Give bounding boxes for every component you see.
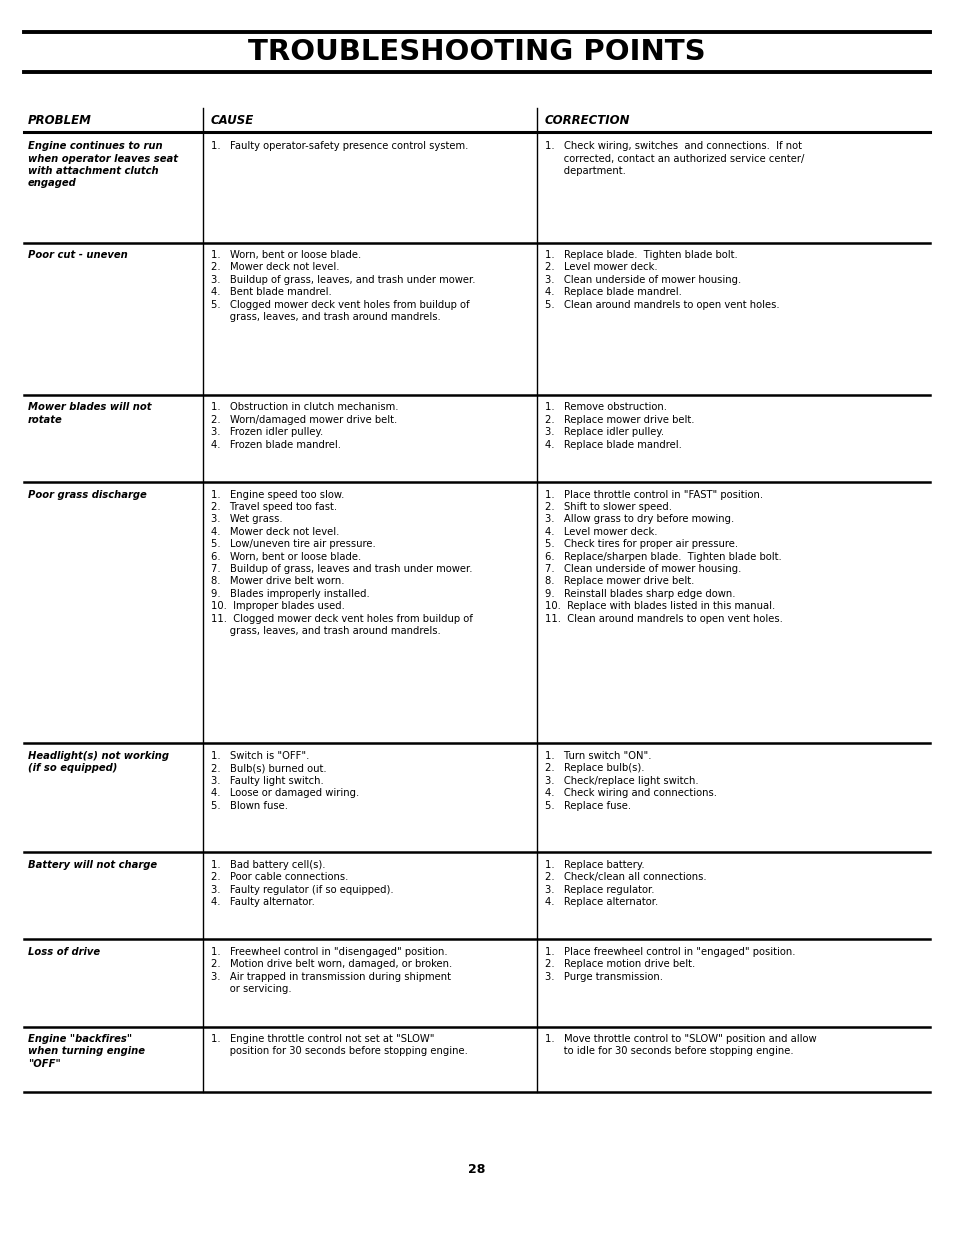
Text: Poor cut - uneven: Poor cut - uneven xyxy=(28,250,128,260)
Text: 1.   Worn, bent or loose blade.
2.   Mower deck not level.
3.   Buildup of grass: 1. Worn, bent or loose blade. 2. Mower d… xyxy=(211,250,475,322)
Text: Battery will not charge: Battery will not charge xyxy=(28,859,156,870)
Text: 1.   Move throttle control to "SLOW" position and allow
      to idle for 30 sec: 1. Move throttle control to "SLOW" posit… xyxy=(544,1034,816,1056)
Text: Loss of drive: Loss of drive xyxy=(28,947,100,957)
Text: CORRECTION: CORRECTION xyxy=(544,114,630,128)
Text: 1.   Bad battery cell(s).
2.   Poor cable connections.
3.   Faulty regulator (if: 1. Bad battery cell(s). 2. Poor cable co… xyxy=(211,859,393,907)
Text: Headlight(s) not working
(if so equipped): Headlight(s) not working (if so equipped… xyxy=(28,751,169,774)
Text: 1.   Check wiring, switches  and connections.  If not
      corrected, contact a: 1. Check wiring, switches and connection… xyxy=(544,141,803,176)
Text: Poor grass discharge: Poor grass discharge xyxy=(28,489,146,500)
Text: Engine "backfires"
when turning engine
"OFF": Engine "backfires" when turning engine "… xyxy=(28,1034,145,1068)
Text: 1.   Switch is "OFF".
2.   Bulb(s) burned out.
3.   Faulty light switch.
4.   Lo: 1. Switch is "OFF". 2. Bulb(s) burned ou… xyxy=(211,751,358,811)
Text: 1.   Obstruction in clutch mechanism.
2.   Worn/damaged mower drive belt.
3.   F: 1. Obstruction in clutch mechanism. 2. W… xyxy=(211,402,398,449)
Text: 1.   Place freewheel control in "engaged" position.
2.   Replace motion drive be: 1. Place freewheel control in "engaged" … xyxy=(544,947,795,982)
Text: PROBLEM: PROBLEM xyxy=(28,114,91,128)
Text: 1.   Freewheel control in "disengaged" position.
2.   Motion drive belt worn, da: 1. Freewheel control in "disengaged" pos… xyxy=(211,947,452,994)
Text: 1.   Engine speed too slow.
2.   Travel speed too fast.
3.   Wet grass.
4.   Mow: 1. Engine speed too slow. 2. Travel spee… xyxy=(211,489,473,636)
Text: 1.   Engine throttle control not set at "SLOW"
      position for 30 seconds bef: 1. Engine throttle control not set at "S… xyxy=(211,1034,467,1056)
Text: 1.   Replace battery.
2.   Check/clean all connections.
3.   Replace regulator.
: 1. Replace battery. 2. Check/clean all c… xyxy=(544,859,705,907)
Text: 1.   Turn switch "ON".
2.   Replace bulb(s).
3.   Check/replace light switch.
4.: 1. Turn switch "ON". 2. Replace bulb(s).… xyxy=(544,751,716,811)
Text: TROUBLESHOOTING POINTS: TROUBLESHOOTING POINTS xyxy=(248,38,705,66)
Text: 1.   Faulty operator-safety presence control system.: 1. Faulty operator-safety presence contr… xyxy=(211,141,468,151)
Text: Engine continues to run
when operator leaves seat
with attachment clutch
engaged: Engine continues to run when operator le… xyxy=(28,141,177,188)
Text: Mower blades will not
rotate: Mower blades will not rotate xyxy=(28,402,151,425)
Text: 1.   Remove obstruction.
2.   Replace mower drive belt.
3.   Replace idler pulle: 1. Remove obstruction. 2. Replace mower … xyxy=(544,402,694,449)
Text: 1.   Place throttle control in "FAST" position.
2.   Shift to slower speed.
3.  : 1. Place throttle control in "FAST" posi… xyxy=(544,489,781,624)
Text: 28: 28 xyxy=(468,1164,485,1176)
Text: CAUSE: CAUSE xyxy=(211,114,253,128)
Text: 1.   Replace blade.  Tighten blade bolt.
2.   Level mower deck.
3.   Clean under: 1. Replace blade. Tighten blade bolt. 2.… xyxy=(544,250,779,310)
